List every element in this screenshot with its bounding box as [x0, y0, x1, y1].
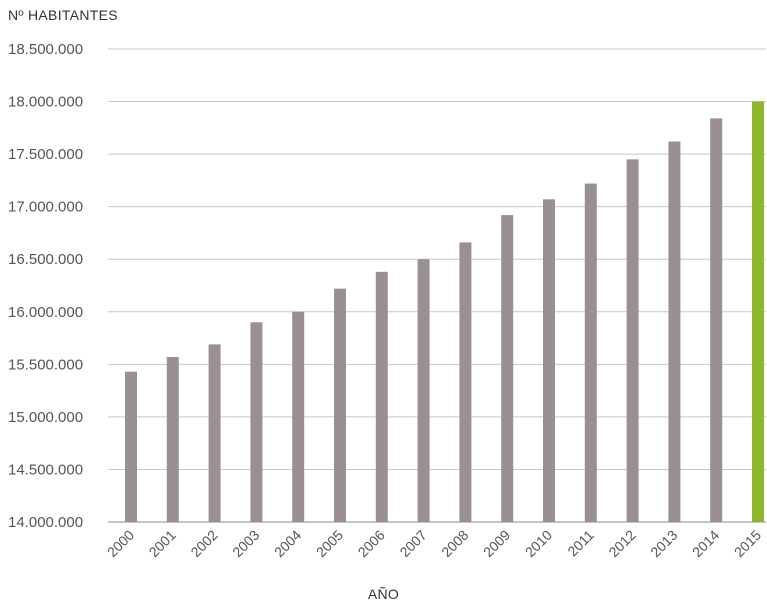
- x-tick-label: 2012: [605, 527, 638, 560]
- y-tick-label: 14.000.000: [8, 514, 83, 531]
- y-axis-label: Nº HABITANTES: [8, 7, 118, 23]
- x-tick-label: 2004: [271, 527, 304, 560]
- x-tick-label: 2001: [146, 527, 179, 560]
- x-tick-label: 2002: [187, 527, 220, 560]
- bar-2007: [417, 259, 430, 522]
- x-tick-label: 2003: [229, 527, 262, 560]
- y-tick-label: 14.500.000: [8, 461, 83, 478]
- bar-2002: [208, 344, 221, 522]
- y-tick-label: 15.000.000: [8, 409, 83, 426]
- bar-2012: [626, 159, 639, 522]
- y-tick-label: 18.000.000: [8, 94, 83, 111]
- bar-2009: [501, 215, 514, 522]
- y-tick-label: 17.500.000: [8, 146, 83, 163]
- bar-2006: [375, 271, 388, 522]
- x-tick-label: 2014: [689, 527, 722, 560]
- bar-2004: [292, 311, 305, 522]
- x-axis-label: AÑO: [367, 586, 400, 602]
- x-tick-label: 2008: [438, 527, 471, 560]
- bar-2003: [250, 322, 263, 522]
- x-tick-label: 2010: [522, 527, 555, 560]
- x-tick-label: 2013: [647, 527, 680, 560]
- x-tick-label: 2000: [104, 527, 137, 560]
- bar-2010: [543, 199, 555, 522]
- bar-2013: [668, 141, 681, 522]
- x-tick-label: 2005: [313, 527, 346, 560]
- x-tick-label: 2007: [396, 527, 429, 560]
- x-tick-label: 2009: [480, 527, 513, 560]
- bar-2015: [752, 101, 764, 523]
- bar-2000: [125, 371, 137, 522]
- bar-2011: [584, 183, 597, 522]
- x-tick-label: 2015: [731, 527, 764, 560]
- y-tick-label: 15.500.000: [8, 356, 83, 373]
- x-tick-label: 2011: [564, 527, 597, 560]
- y-tick-label: 18.500.000: [8, 41, 83, 58]
- y-tick-label: 16.500.000: [8, 251, 83, 268]
- y-tick-label: 17.000.000: [8, 199, 83, 216]
- bar-2014: [710, 118, 723, 522]
- bar-2008: [459, 242, 472, 522]
- bar-2005: [334, 288, 346, 522]
- y-tick-label: 16.000.000: [8, 304, 83, 321]
- x-tick-label: 2006: [355, 527, 388, 560]
- bar-2001: [166, 356, 179, 522]
